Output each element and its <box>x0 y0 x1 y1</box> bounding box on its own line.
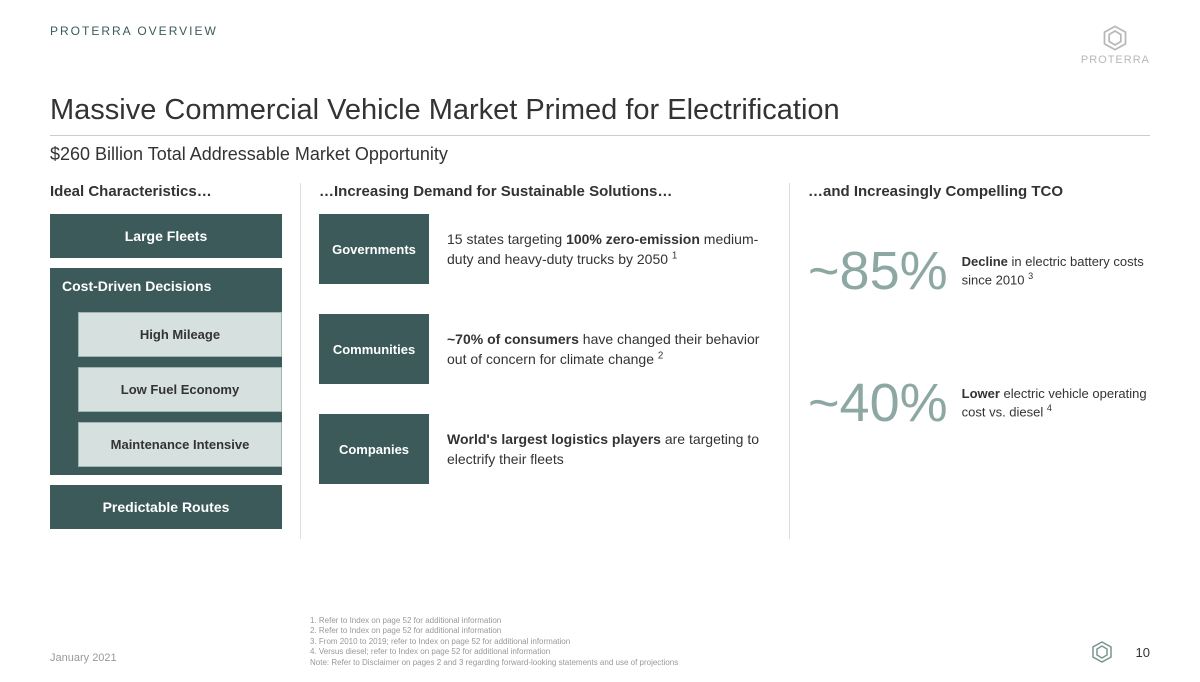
footnote-1: 1. Refer to Index on page 52 for additio… <box>310 616 750 626</box>
char-box-large-fleets: Large Fleets <box>50 214 282 258</box>
stat-desc-operating: Lower electric vehicle operating cost vs… <box>962 385 1150 421</box>
demand-row-communities: Communities ~70% of consumers have chang… <box>319 314 771 384</box>
demand-label-communities: Communities <box>319 314 429 384</box>
column-ideal-characteristics: Ideal Characteristics… Large Fleets Cost… <box>50 183 300 539</box>
footer-right: 10 <box>1090 640 1150 664</box>
footnote-2: 2. Refer to Index on page 52 for additio… <box>310 626 750 636</box>
column-tco: …and Increasingly Compelling TCO ~85% De… <box>790 183 1150 539</box>
footer-date: January 2021 <box>50 652 117 664</box>
stat-desc-battery: Decline in electric battery costs since … <box>962 253 1150 289</box>
col2-heading: …Increasing Demand for Sustainable Solut… <box>319 183 771 200</box>
slide-footer: January 2021 10 <box>50 640 1150 664</box>
hexagon-icon-footer <box>1090 640 1114 664</box>
demand-text-governments: 15 states targeting 100% zero-emission m… <box>447 229 771 270</box>
slide-subtitle: $260 Billion Total Addressable Market Op… <box>50 144 1150 165</box>
char-box-predictable-routes: Predictable Routes <box>50 485 282 529</box>
demand-text-communities: ~70% of consumers have changed their beh… <box>447 329 771 370</box>
sub-box-low-fuel: Low Fuel Economy <box>78 367 282 412</box>
cost-driven-sub-wrap: High Mileage Low Fuel Economy Maintenanc… <box>50 304 282 475</box>
columns-container: Ideal Characteristics… Large Fleets Cost… <box>50 183 1150 539</box>
col3-heading: …and Increasingly Compelling TCO <box>808 183 1150 200</box>
stat-number-85: ~85% <box>808 240 948 302</box>
demand-label-companies: Companies <box>319 414 429 484</box>
stat-row-battery-cost: ~85% Decline in electric battery costs s… <box>808 240 1150 302</box>
sub-box-maintenance: Maintenance Intensive <box>78 422 282 467</box>
brand-logo-top: PROTERRA <box>1081 24 1150 66</box>
column-demand: …Increasing Demand for Sustainable Solut… <box>300 183 790 539</box>
title-divider <box>50 135 1150 136</box>
col1-heading: Ideal Characteristics… <box>50 183 282 200</box>
slide-title: Massive Commercial Vehicle Market Primed… <box>50 94 1150 127</box>
demand-label-governments: Governments <box>319 214 429 284</box>
stat-number-40: ~40% <box>808 372 948 434</box>
slide-header: PROTERRA OVERVIEW PROTERRA <box>0 0 1200 66</box>
hexagon-icon <box>1101 24 1129 52</box>
cost-driven-block: Cost-Driven Decisions High Mileage Low F… <box>50 268 282 475</box>
demand-row-companies: Companies World's largest logistics play… <box>319 414 771 484</box>
demand-text-companies: World's largest logistics players are ta… <box>447 429 771 470</box>
demand-row-governments: Governments 15 states targeting 100% zer… <box>319 214 771 284</box>
stat-row-operating-cost: ~40% Lower electric vehicle operating co… <box>808 372 1150 434</box>
page-number: 10 <box>1136 645 1150 660</box>
overview-label: PROTERRA OVERVIEW <box>50 24 218 38</box>
brand-name-top: PROTERRA <box>1081 54 1150 66</box>
cost-driven-label: Cost-Driven Decisions <box>50 268 282 304</box>
sub-box-high-mileage: High Mileage <box>78 312 282 357</box>
